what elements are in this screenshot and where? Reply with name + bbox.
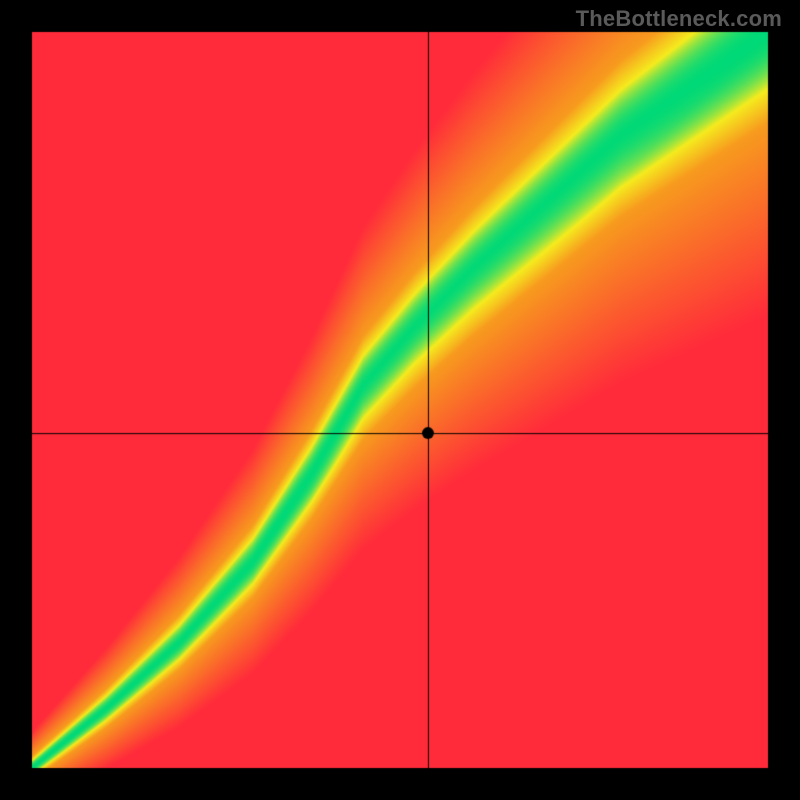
heatmap-canvas <box>0 0 800 800</box>
chart-container: TheBottleneck.com <box>0 0 800 800</box>
watermark-text: TheBottleneck.com <box>576 6 782 32</box>
